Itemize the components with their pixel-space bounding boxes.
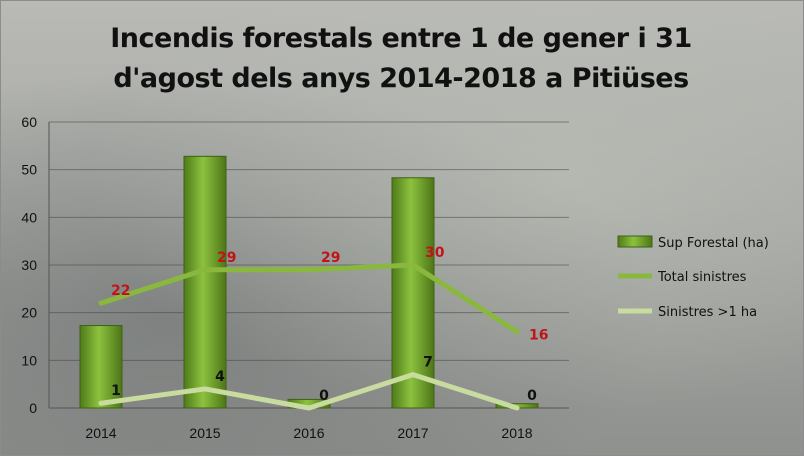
x-tick-label: 2016 (293, 425, 324, 441)
data-label: 0 (319, 388, 329, 404)
bar (183, 155, 227, 409)
legend-label: Total sinistres (657, 270, 747, 285)
data-label: 29 (217, 250, 236, 266)
y-tick-label: 60 (21, 114, 37, 130)
x-tick-label: 2018 (501, 425, 532, 441)
data-label: 29 (321, 250, 340, 266)
y-tick-label: 10 (21, 352, 37, 368)
data-label: 1 (111, 383, 121, 399)
bar (79, 325, 123, 409)
chart-title: Incendis forestals entre 1 de gener i 31… (110, 23, 692, 94)
y-tick-label: 0 (29, 400, 37, 416)
data-label: 16 (529, 328, 548, 344)
x-tick-label: 2014 (85, 425, 116, 441)
x-tick-label: 2017 (397, 425, 428, 441)
legend-label: Sup Forestal (ha) (658, 236, 769, 251)
data-label: 0 (527, 388, 537, 404)
y-tick-label: 40 (21, 209, 37, 225)
x-tick-label: 2015 (189, 425, 220, 441)
sinistres-1ha-line (98, 372, 520, 411)
legend-label: Sinistres >1 ha (658, 305, 757, 320)
bar (391, 177, 435, 409)
data-label: 30 (425, 245, 445, 261)
data-label: 4 (215, 369, 225, 385)
data-label: 7 (423, 355, 433, 371)
y-tick-label: 50 (21, 162, 37, 178)
total-sinistres-line (98, 262, 520, 335)
y-tick-label: 30 (21, 257, 37, 273)
y-tick-label: 20 (21, 305, 37, 321)
legend-swatch-bar (617, 235, 653, 248)
data-label: 22 (111, 283, 130, 299)
